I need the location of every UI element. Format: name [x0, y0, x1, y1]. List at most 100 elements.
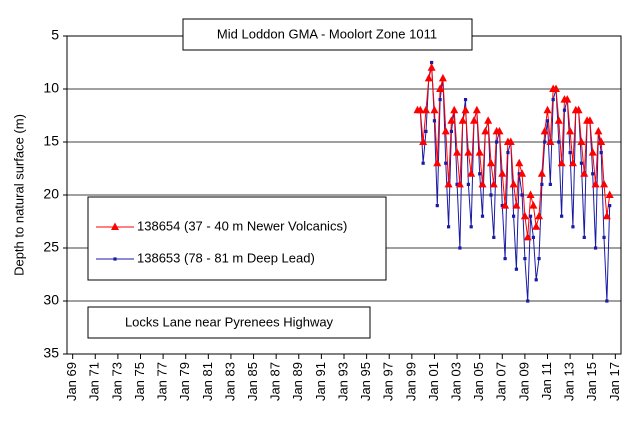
data-point: [526, 190, 535, 198]
data-point: [475, 148, 484, 156]
data-point: [481, 126, 490, 135]
data-point: [447, 116, 456, 124]
x-tick-label: Jan 15: [584, 362, 599, 401]
data-point: [438, 98, 442, 102]
x-tick-label: Jan 89: [290, 362, 305, 401]
data-point: [543, 105, 552, 114]
data-point: [480, 214, 485, 218]
data-point: [421, 161, 425, 165]
data-point: [548, 182, 552, 186]
data-point: [528, 214, 533, 218]
x-tick-label: Jan 79: [177, 362, 192, 401]
x-tick-label: Jan 77: [155, 362, 170, 401]
data-point: [489, 193, 493, 197]
data-point: [416, 105, 425, 114]
data-point: [523, 257, 527, 261]
title-box: [182, 18, 473, 51]
x-tick-label: Jan 05: [471, 362, 486, 401]
marks: [413, 60, 614, 303]
chart-title: Mid Loddon GMA - Moolort Zone 1011: [217, 26, 437, 41]
data-point: [515, 158, 524, 167]
data-point: [438, 73, 447, 82]
y-tick-label: 5: [51, 27, 59, 43]
legend-entries: 138654 (37 - 40 m Newer Volcanics) 138653…: [96, 218, 347, 265]
data-point: [579, 161, 584, 165]
data-point: [594, 126, 603, 135]
x-tick-label: Jan 93: [335, 362, 350, 401]
data-point: [551, 84, 560, 92]
data-point: [500, 204, 504, 208]
y-tick-label: 10: [43, 80, 59, 96]
data-point: [455, 179, 464, 188]
data-point: [432, 119, 437, 123]
data-point: [599, 151, 603, 155]
data-point: [543, 140, 547, 144]
data-point: [433, 158, 442, 167]
data-point: [562, 108, 567, 112]
data-point: [537, 169, 546, 177]
data-point: [464, 148, 473, 156]
data-point: [600, 179, 609, 188]
data-point: [551, 98, 555, 102]
data-point: [467, 169, 476, 177]
y-tick-label: 30: [43, 292, 59, 308]
data-point: [489, 179, 498, 188]
legend-label: 138653 (78 - 81 m Deep Lead): [137, 250, 315, 265]
data-point: [430, 60, 434, 65]
y-tick-label: 25: [43, 239, 59, 255]
legend: [87, 196, 387, 281]
data-point: [444, 179, 453, 188]
data-point: [498, 169, 507, 177]
data-point: [582, 235, 586, 239]
data-point: [435, 204, 439, 208]
data-point: [424, 73, 433, 82]
data-point: [540, 126, 549, 135]
data-point: [537, 257, 541, 261]
data-point: [495, 126, 504, 135]
y-tick-label: 15: [43, 133, 59, 149]
data-point: [419, 137, 428, 145]
data-point: [605, 299, 609, 303]
x-tick-label: Jan 95: [358, 362, 373, 401]
data-point: [446, 225, 451, 229]
x-tick-label: Jan 13: [562, 362, 577, 401]
data-point: [526, 299, 530, 303]
data-point: [523, 232, 532, 241]
x-tick-label: Jan 17: [607, 362, 622, 401]
y-tick-label: 35: [43, 345, 59, 361]
data-point: [472, 105, 481, 114]
data-point: [571, 225, 575, 229]
data-point: [449, 129, 454, 133]
x-tick-label: Jan 97: [381, 362, 396, 401]
legend-label: 138654 (37 - 40 m Newer Volcanics): [137, 218, 347, 233]
data-point: [478, 172, 482, 176]
x-tick-label: Jan 07: [494, 362, 509, 401]
legend-marker: [111, 222, 119, 230]
data-point: [486, 158, 495, 167]
data-point: [453, 148, 462, 156]
data-point: [514, 267, 519, 271]
legend-marker: [113, 257, 117, 261]
data-point: [484, 116, 493, 124]
data-point: [436, 84, 445, 92]
data-point: [470, 116, 479, 124]
data-point: [546, 137, 555, 145]
data-point: [424, 129, 428, 133]
data-point: [531, 235, 535, 239]
data-point: [503, 257, 507, 261]
annotation-box: [87, 306, 371, 339]
data-point: [458, 116, 467, 124]
data-point: [427, 63, 436, 71]
data-point: [495, 140, 499, 144]
data-point: [421, 105, 430, 114]
data-point: [450, 105, 459, 114]
x-tick-label: Jan 91: [313, 362, 328, 401]
data-point: [535, 211, 544, 220]
data-point: [568, 151, 572, 155]
x-tick-label: Jan 09: [516, 362, 531, 401]
data-point: [602, 211, 611, 220]
data-point: [506, 137, 515, 145]
data-point: [591, 172, 595, 176]
y-axis-label: Depth to natural surface (m): [11, 114, 26, 276]
